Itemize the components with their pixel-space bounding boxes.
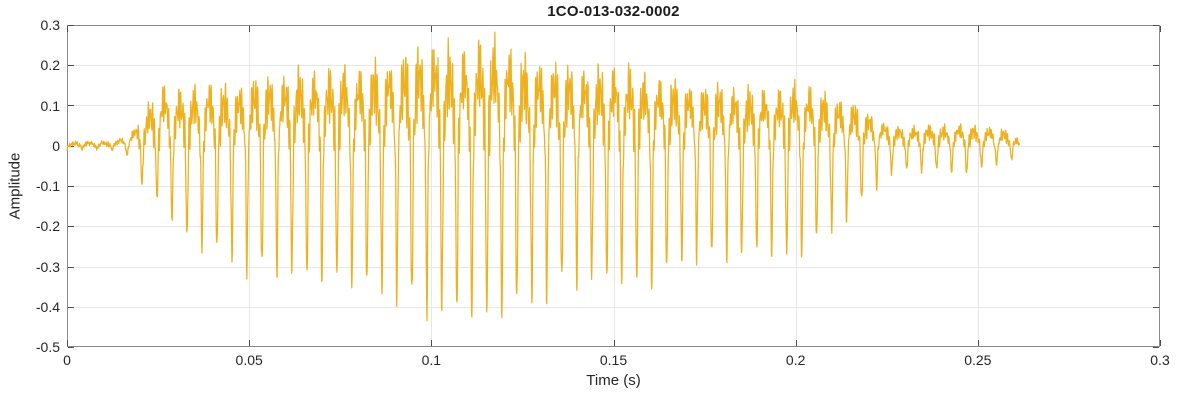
y-tick-label: 0.1 [40, 97, 60, 114]
y-tick-label: -0.5 [35, 339, 60, 355]
x-tick-label: 0.1 [421, 352, 442, 368]
axes-box [66, 24, 1161, 348]
y-tick-label: 0.3 [40, 17, 60, 33]
chart-title: 1CO-013-032-0002 [547, 3, 680, 20]
waveform-line [66, 31, 1021, 322]
x-tick-label: 0.3 [1150, 352, 1170, 368]
x-tick-label: 0.15 [599, 352, 628, 368]
y-tick-label: -0.4 [35, 298, 60, 315]
x-axis-label: Time (s) [586, 372, 641, 389]
x-tick-label: 0.25 [964, 352, 992, 368]
y-tick-label: -0.3 [35, 258, 60, 275]
y-tick-label: 0 [52, 137, 60, 154]
x-tick-label: 0.2 [785, 352, 806, 368]
x-tick-label: 0.05 [235, 352, 263, 368]
x-tick-label: 0 [63, 352, 71, 368]
y-tick-label: -0.1 [35, 178, 60, 194]
y-tick-label: 0.2 [40, 57, 60, 74]
y-tick-label: -0.2 [35, 218, 60, 235]
